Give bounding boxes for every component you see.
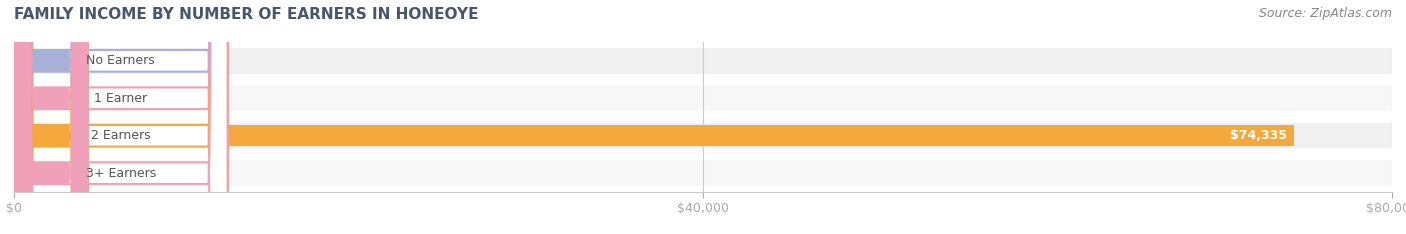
Text: $0: $0 [49, 167, 66, 180]
Bar [14, 88, 39, 109]
FancyBboxPatch shape [14, 0, 228, 234]
FancyBboxPatch shape [14, 0, 89, 234]
FancyBboxPatch shape [14, 0, 89, 234]
Text: 2 Earners: 2 Earners [91, 129, 150, 142]
FancyBboxPatch shape [14, 0, 89, 234]
Bar [14, 48, 1392, 73]
Text: $0: $0 [49, 92, 66, 105]
Bar [14, 163, 39, 184]
Text: No Earners: No Earners [87, 54, 155, 67]
FancyBboxPatch shape [14, 0, 228, 234]
Text: $0: $0 [49, 54, 66, 67]
Text: 3+ Earners: 3+ Earners [86, 167, 156, 180]
FancyBboxPatch shape [14, 0, 228, 234]
FancyBboxPatch shape [14, 0, 228, 234]
Text: FAMILY INCOME BY NUMBER OF EARNERS IN HONEOYE: FAMILY INCOME BY NUMBER OF EARNERS IN HO… [14, 7, 478, 22]
Text: 1 Earner: 1 Earner [94, 92, 148, 105]
Bar [14, 86, 1392, 111]
Text: Source: ZipAtlas.com: Source: ZipAtlas.com [1258, 7, 1392, 20]
Bar [14, 123, 1392, 148]
Text: $74,335: $74,335 [1230, 129, 1288, 142]
Bar [14, 50, 39, 71]
Bar [14, 161, 1392, 186]
Bar [14, 125, 1295, 146]
FancyBboxPatch shape [14, 0, 89, 234]
